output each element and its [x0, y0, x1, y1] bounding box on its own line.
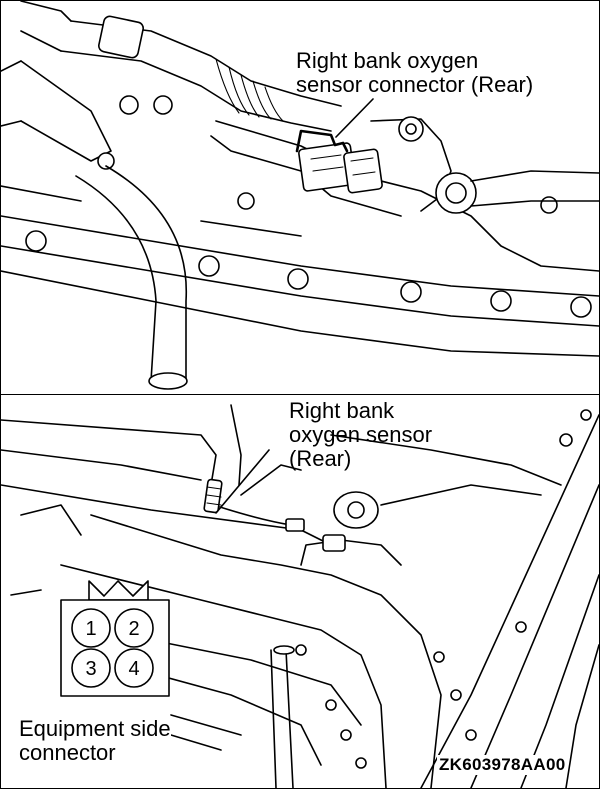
- top-callout-label: Right bank oxygen sensor connector (Rear…: [296, 49, 533, 97]
- connector-face-diagram: 1 2 3 4: [60, 580, 170, 697]
- bottom-callout-line1: Right bank: [289, 398, 395, 423]
- frame-rail: [1, 215, 599, 357]
- pin-1-label: 1: [85, 618, 96, 640]
- exhaust-illustration-bottom: [1, 404, 599, 788]
- bottom-callout-line3: (Rear): [289, 446, 352, 471]
- bottom-callout-leader: [215, 449, 270, 514]
- coolant-tube: [75, 165, 188, 390]
- pin-3-circle: [71, 648, 111, 688]
- pin-1-circle: [71, 608, 111, 648]
- pin-3-label: 3: [85, 658, 96, 680]
- bracket-edge: [215, 120, 599, 272]
- panel-divider: [1, 394, 599, 395]
- engine-bay-illustration-top: [1, 1, 599, 390]
- top-view-panel: Right bank oxygen sensor connector (Rear…: [1, 1, 599, 394]
- connector-caption-line2: connector: [19, 740, 116, 765]
- top-callout-line2: sensor connector (Rear): [296, 72, 534, 97]
- mount-pivot: [370, 116, 599, 214]
- panel-edge: [1, 185, 302, 237]
- connector-lock-tab: [88, 580, 149, 601]
- heat-shield: [20, 60, 112, 162]
- connector-caption: Equipment side connector: [19, 717, 171, 765]
- pin-4-label: 4: [128, 658, 139, 680]
- lower-pipes: [120, 639, 362, 788]
- pin-2-label: 2: [128, 618, 139, 640]
- top-callout-leader: [295, 98, 374, 153]
- top-callout-line1: Right bank oxygen: [296, 48, 479, 73]
- exhaust-pipe: [60, 484, 542, 788]
- bottom-callout-line2: oxygen sensor: [289, 422, 433, 447]
- panel-edge-bottom: [10, 504, 82, 596]
- figure-code: ZK603978AA00: [437, 755, 568, 775]
- pin-2-circle: [114, 608, 154, 648]
- pin-4-circle: [114, 648, 154, 688]
- bottom-view-panel: 1 2 3 4 Right bank oxygen sensor (Rear) …: [1, 395, 599, 788]
- bottom-callout-label: Right bank oxygen sensor (Rear): [289, 399, 432, 471]
- oxygen-sensor-connector-top: [298, 142, 383, 194]
- crossmember: [1, 404, 562, 531]
- oxygen-sensor-bottom: [203, 464, 346, 552]
- connector-caption-line1: Equipment side: [19, 716, 171, 741]
- corrugated-hose: [20, 1, 342, 132]
